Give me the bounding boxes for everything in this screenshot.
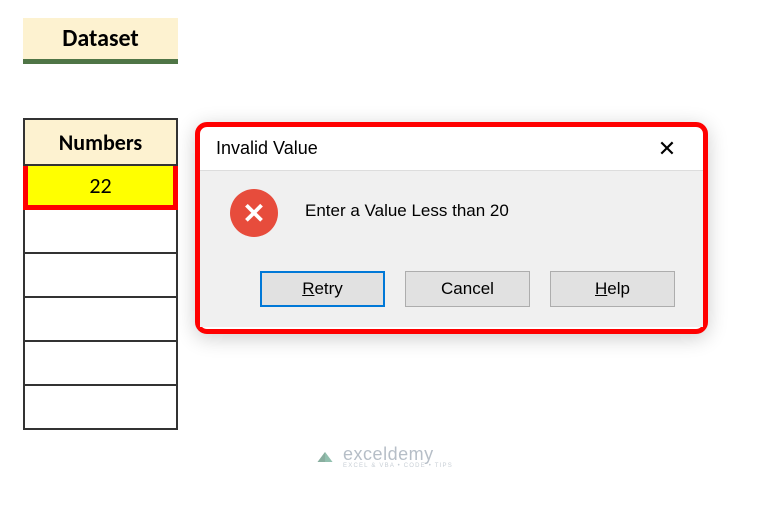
dataset-header: Dataset bbox=[23, 18, 178, 64]
table-row[interactable] bbox=[23, 298, 178, 342]
column-header: Numbers bbox=[23, 118, 178, 166]
watermark-sub: EXCEL & VBA • CODE • TIPS bbox=[343, 463, 453, 469]
watermark-main: exceldemy bbox=[343, 445, 453, 463]
retry-button[interactable]: Retry bbox=[260, 271, 385, 307]
dataset-title: Dataset bbox=[62, 24, 139, 53]
active-cell[interactable]: 22 bbox=[23, 166, 178, 210]
column-header-text: Numbers bbox=[59, 129, 142, 156]
cancel-button[interactable]: Cancel bbox=[405, 271, 530, 307]
table-row[interactable] bbox=[23, 210, 178, 254]
dialog-buttons: Retry Cancel Help bbox=[260, 271, 675, 307]
dialog-titlebar: Invalid Value ✕ bbox=[200, 127, 703, 171]
close-icon[interactable]: ✕ bbox=[647, 136, 687, 162]
dialog-body: ✕ Enter a Value Less than 20 Retry Cance… bbox=[200, 171, 703, 327]
watermark-text: exceldemy EXCEL & VBA • CODE • TIPS bbox=[343, 445, 453, 469]
watermark: exceldemy EXCEL & VBA • CODE • TIPS bbox=[315, 445, 453, 469]
numbers-table: Numbers 22 bbox=[23, 118, 178, 430]
watermark-icon bbox=[315, 447, 335, 467]
table-row[interactable] bbox=[23, 386, 178, 430]
active-cell-value: 22 bbox=[89, 172, 111, 199]
help-button[interactable]: Help bbox=[550, 271, 675, 307]
invalid-value-dialog: Invalid Value ✕ ✕ Enter a Value Less tha… bbox=[195, 122, 708, 334]
table-row[interactable] bbox=[23, 342, 178, 386]
table-row[interactable] bbox=[23, 254, 178, 298]
error-icon: ✕ bbox=[230, 189, 278, 237]
dialog-title: Invalid Value bbox=[216, 138, 647, 159]
dialog-message: Enter a Value Less than 20 bbox=[305, 201, 509, 221]
